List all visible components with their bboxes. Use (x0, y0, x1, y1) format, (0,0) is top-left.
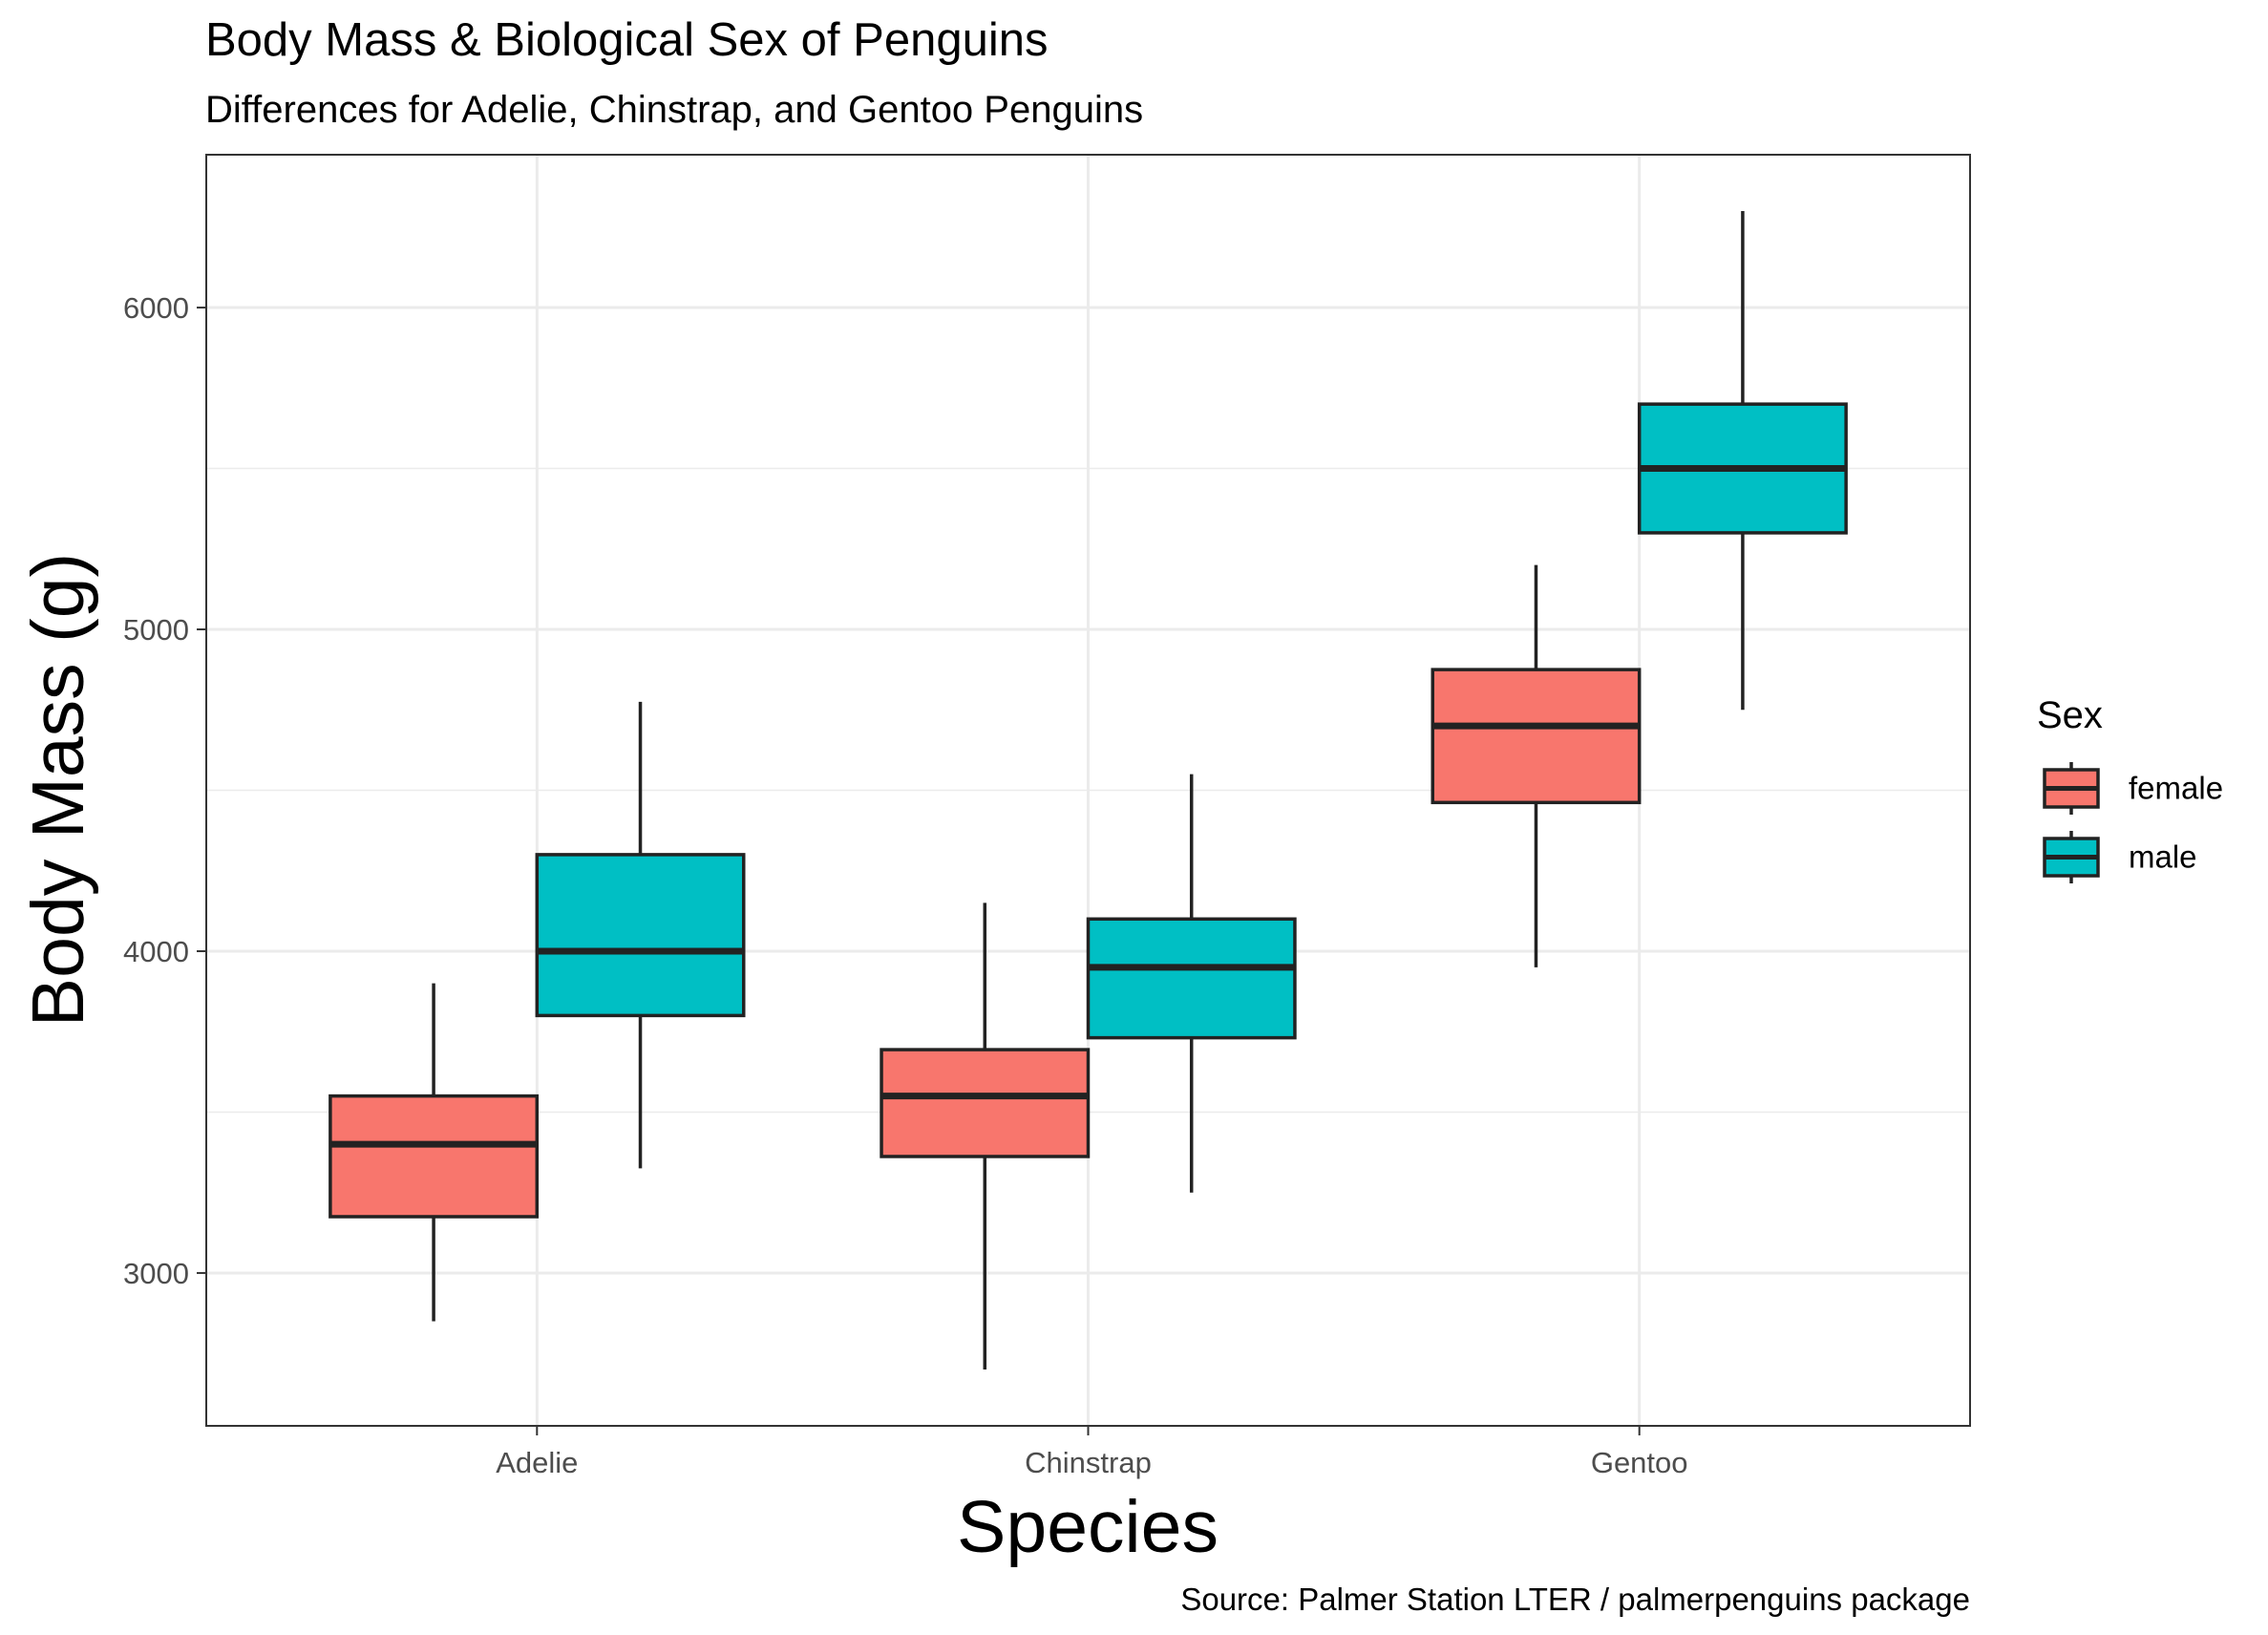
y-tick-label: 3000 (123, 1257, 189, 1290)
x-axis: Adelie Chinstrap Gentoo (496, 1426, 1688, 1479)
box-male-chinstrap (1086, 774, 1297, 1193)
box-body (1431, 668, 1642, 805)
chart-subtitle: Differences for Adelie, Chinstrap, and G… (205, 89, 1143, 131)
chart-title: Body Mass & Biological Sex of Penguins (205, 14, 1048, 66)
y-tick-label: 6000 (123, 291, 189, 325)
x-tick-label: Gentoo (1591, 1446, 1688, 1479)
x-tick-label: Chinstrap (1025, 1446, 1152, 1479)
box-body (535, 853, 746, 1018)
box-female-chinstrap (880, 902, 1091, 1370)
box-body (1086, 917, 1297, 1040)
legend-label-female: female (2129, 771, 2223, 806)
legend: Sex female male (2037, 694, 2223, 883)
plot-panel (205, 154, 1971, 1427)
y-tick-label: 5000 (123, 613, 189, 647)
x-tick-label: Adelie (496, 1446, 578, 1479)
chart-caption: Source: Palmer Station LTER / palmerpeng… (1180, 1582, 1970, 1617)
box-male-adelie (535, 701, 746, 1169)
x-axis-label: Species (957, 1486, 1219, 1568)
box-male-gentoo (1637, 210, 1848, 711)
boxes (329, 210, 1848, 1370)
box-female-gentoo (1431, 564, 1642, 967)
legend-label-male: male (2129, 839, 2197, 875)
y-axis: 3000 4000 5000 6000 (123, 291, 206, 1290)
legend-item-female: female (2042, 762, 2223, 815)
legend-title: Sex (2037, 694, 2103, 736)
box-body (329, 1094, 540, 1219)
legend-item-male: male (2042, 831, 2197, 883)
box-body (880, 1048, 1091, 1158)
y-axis-label: Body Mass (g) (17, 553, 99, 1027)
box-female-adelie (329, 983, 540, 1322)
y-tick-label: 4000 (123, 935, 189, 968)
